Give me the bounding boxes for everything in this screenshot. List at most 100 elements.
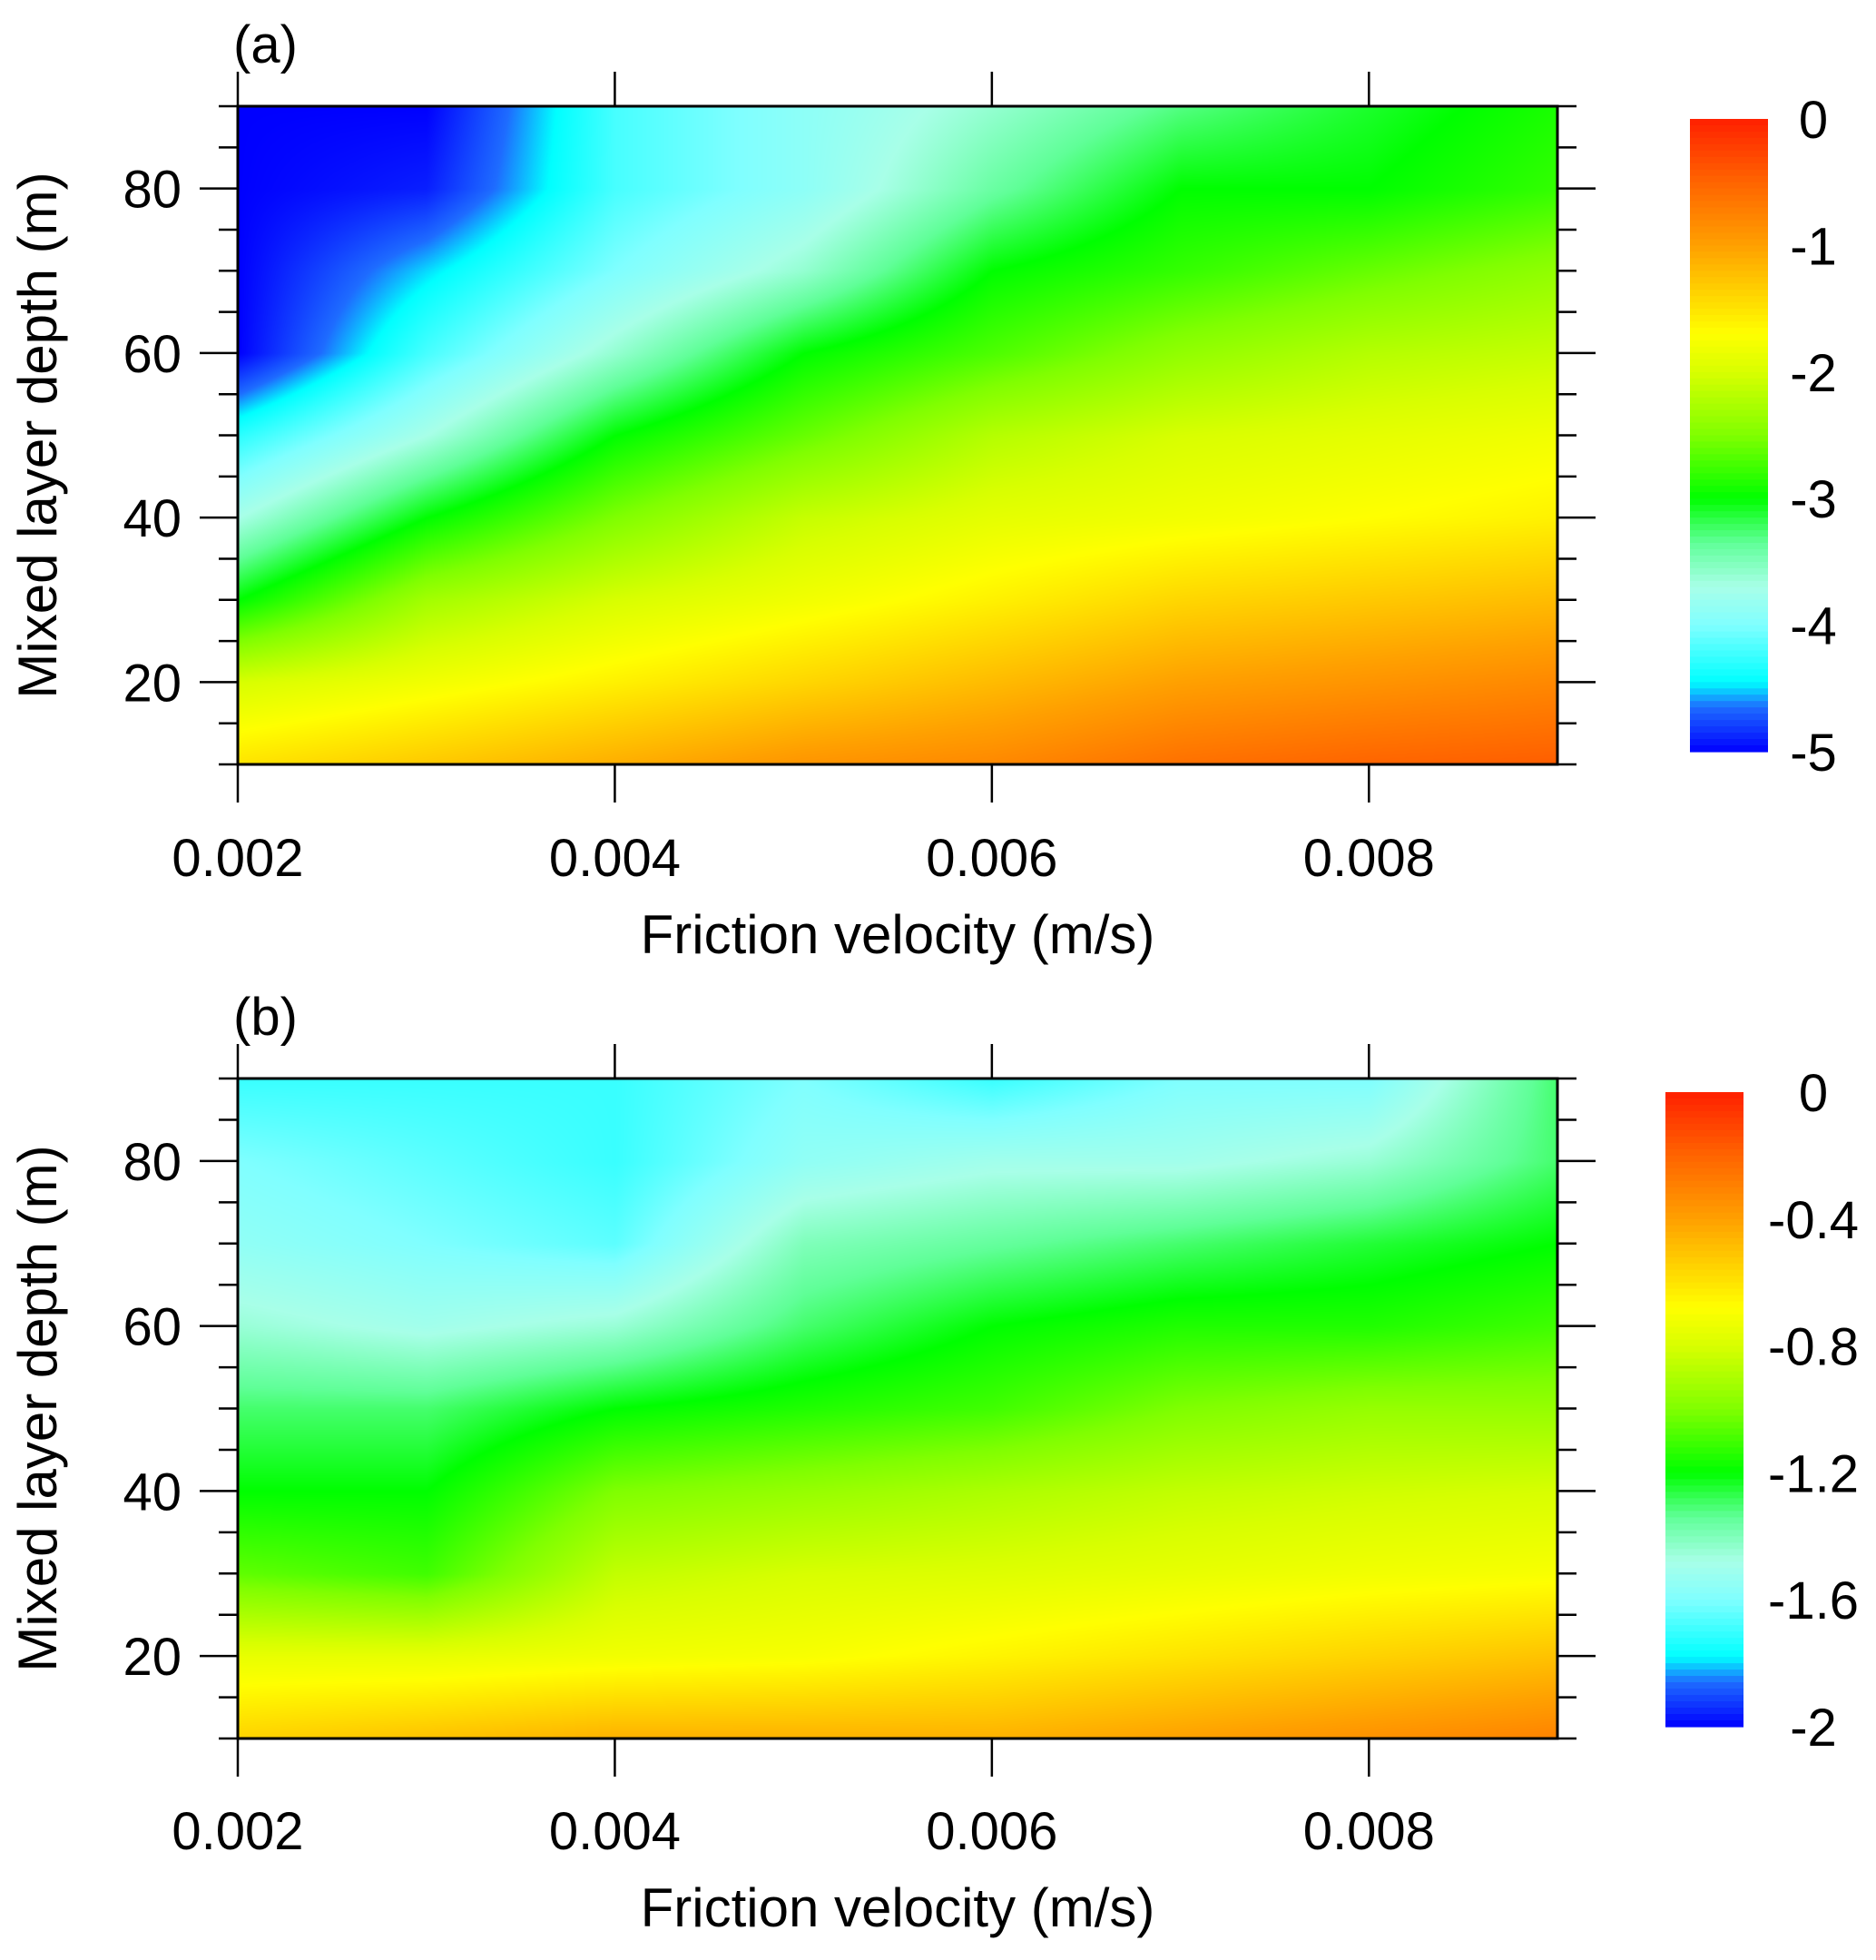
colorbar-segment [1690, 530, 1768, 537]
colorbar-segment [1665, 1606, 1743, 1613]
colorbar-segment [1690, 232, 1768, 241]
data-point [990, 1407, 994, 1411]
colorbar-segment [1690, 309, 1768, 316]
colorbar-segment [1690, 365, 1768, 373]
data-point [990, 516, 994, 519]
data-point [1367, 1571, 1370, 1575]
colorbar-segment [1665, 1269, 1743, 1277]
colorbar-segment [1665, 1371, 1743, 1379]
colorbar-label: 0 [1799, 1064, 1828, 1123]
colorbar-segment [1665, 1549, 1743, 1556]
colorbar-label: -0.4 [1768, 1191, 1859, 1250]
colorbar-segment [1690, 403, 1768, 411]
colorbar-segment [1665, 1098, 1743, 1106]
x-axis-title: Friction velocity (m/s) [641, 1877, 1155, 1938]
colorbar-segment [1690, 682, 1768, 689]
colorbar-segment [1690, 435, 1768, 443]
data-point [1179, 1159, 1183, 1163]
colorbar-segment [1665, 1225, 1743, 1233]
colorbar-segment [1690, 119, 1768, 126]
colorbar-segment [1665, 1650, 1743, 1658]
colorbar-segment [1690, 561, 1768, 569]
y-axis-title: Mixed layer depth (m) [7, 1145, 68, 1671]
plot-frame [236, 104, 1559, 766]
colorbar-segment [1665, 1155, 1743, 1163]
colorbar-segment [1665, 1676, 1743, 1683]
colorbar-segment [1665, 1345, 1743, 1354]
colorbar-segment [1665, 1275, 1743, 1284]
colorbar-segment [1665, 1187, 1743, 1195]
data-point [1179, 1489, 1183, 1492]
colorbar-label: -5 [1790, 724, 1837, 783]
colorbar-segment [1665, 1314, 1743, 1322]
colorbar-segment [1665, 1403, 1743, 1411]
data-point [990, 269, 994, 272]
colorbar-segment [1665, 1708, 1743, 1715]
colorbar-segment [1690, 169, 1768, 177]
data-point [425, 434, 428, 438]
colorbar-segment [1690, 524, 1768, 531]
colorbar-segment [1665, 1466, 1743, 1473]
colorbar-segment [1665, 1263, 1743, 1271]
colorbar-segment [1690, 245, 1768, 252]
colorbar-segment [1690, 580, 1768, 588]
colorbar-segment [1665, 1479, 1743, 1486]
colorbar-segment [1665, 1593, 1743, 1601]
colorbar-segment [1690, 346, 1768, 354]
x-tick-label: 0.006 [926, 1802, 1057, 1861]
colorbar-segment [1690, 505, 1768, 512]
colorbar-segment [1690, 315, 1768, 322]
colorbar-segment [1690, 226, 1768, 234]
colorbar-segment [1665, 1631, 1743, 1639]
colorbar-segment [1690, 143, 1768, 152]
panel-label: (b) [233, 988, 298, 1047]
colorbar-segment [1690, 340, 1768, 348]
data-point [990, 351, 994, 355]
x-tick-label: 0.004 [549, 829, 681, 888]
data-point [1367, 1407, 1370, 1411]
colorbar-segment [1690, 416, 1768, 424]
colorbar-segment [1690, 156, 1768, 164]
x-tick-label: 0.008 [1303, 1802, 1435, 1861]
x-tick-label: 0.008 [1303, 829, 1435, 888]
colorbar-segment [1690, 239, 1768, 246]
data-point [1179, 1571, 1183, 1575]
colorbar-segment [1665, 1161, 1743, 1169]
colorbar-segment [1690, 124, 1768, 133]
data-point [1179, 680, 1183, 684]
colorbar-segment [1665, 1453, 1743, 1462]
colorbar-segment [1690, 612, 1768, 620]
data-point [801, 516, 805, 519]
data-point [613, 1407, 616, 1411]
colorbar-segment [1690, 150, 1768, 158]
colorbar-segment [1690, 137, 1768, 145]
data-point [1367, 516, 1370, 519]
colorbar-segment [1665, 1689, 1743, 1696]
colorbar-segment [1665, 1218, 1743, 1226]
colorbar-segment [1690, 188, 1768, 196]
colorbar-segment [1665, 1587, 1743, 1594]
panel-label: (a) [233, 15, 298, 74]
plot-frame [236, 1077, 1559, 1740]
colorbar-segment [1690, 707, 1768, 714]
colorbar-segment [1665, 1352, 1743, 1360]
colorbar-segment [1690, 384, 1768, 392]
colorbar-segment [1690, 726, 1768, 734]
data-point [990, 1325, 994, 1328]
colorbar-label: -2 [1790, 1699, 1837, 1758]
data-point [1367, 351, 1370, 355]
colorbar-label: -1.6 [1768, 1571, 1859, 1630]
colorbar-label: -1 [1790, 217, 1837, 276]
data-point [425, 1325, 428, 1328]
data-point [425, 1654, 428, 1658]
colorbar-segment [1665, 1180, 1743, 1188]
colorbar-segment [1665, 1720, 1743, 1728]
colorbar-segment [1665, 1663, 1743, 1670]
colorbar-segment [1690, 733, 1768, 740]
colorbar-segment [1665, 1377, 1743, 1385]
data-point [613, 1489, 616, 1492]
colorbar-segment [1665, 1561, 1743, 1569]
y-tick-label: 60 [123, 1298, 182, 1357]
colorbar-segment [1665, 1695, 1743, 1702]
data-point [425, 269, 428, 272]
